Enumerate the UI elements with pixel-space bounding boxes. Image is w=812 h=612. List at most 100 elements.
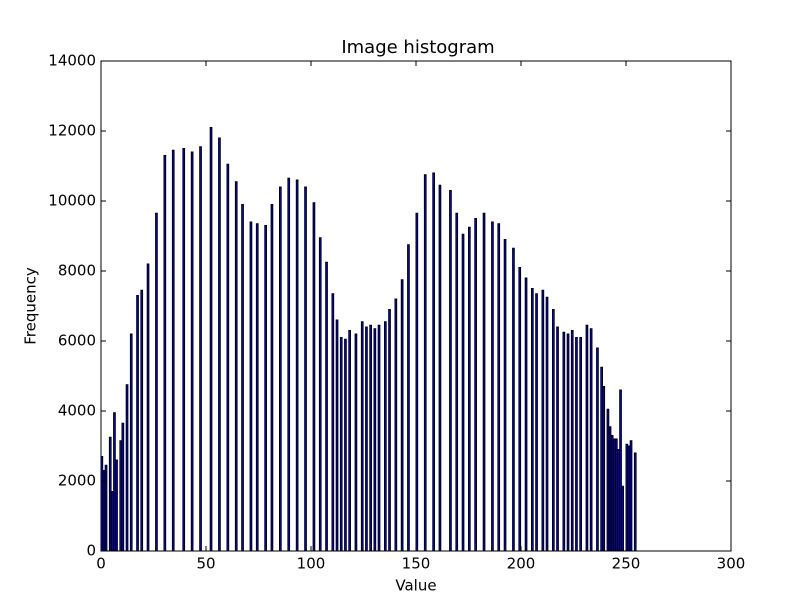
bar (449, 190, 452, 552)
bar (621, 485, 624, 552)
x-tick-label: 50 (196, 555, 215, 573)
bar (209, 127, 213, 552)
x-tick-label: 200 (507, 555, 536, 573)
bar (545, 296, 549, 552)
bar (113, 412, 116, 552)
bar (629, 440, 633, 552)
x-tick-label: 100 (297, 555, 326, 573)
bar (570, 330, 574, 552)
bar (115, 459, 118, 552)
bar (615, 438, 618, 552)
bar (562, 331, 566, 552)
bar (524, 277, 528, 552)
bar (468, 226, 471, 552)
bar (365, 326, 368, 552)
bar (585, 324, 589, 552)
bar (354, 333, 358, 552)
bar (541, 289, 545, 552)
bar (518, 267, 522, 552)
y-tick-label: 6000 (58, 332, 96, 350)
bar (331, 293, 335, 552)
bar (619, 389, 622, 552)
bar (625, 443, 629, 552)
bar (610, 435, 614, 552)
bar (482, 212, 486, 552)
bar (575, 337, 578, 552)
bar (249, 221, 253, 552)
bar (491, 221, 494, 552)
y-axis-label: Frequency (22, 267, 40, 345)
bar (400, 279, 404, 552)
bar (348, 330, 351, 552)
bar (255, 223, 259, 552)
y-tick-label: 14000 (48, 52, 96, 70)
bar (226, 163, 230, 552)
bar (531, 288, 534, 552)
bar (497, 223, 501, 552)
bar (612, 438, 616, 552)
bar (108, 436, 112, 552)
bar (617, 449, 620, 552)
x-tick-label: 300 (717, 555, 746, 573)
bar (388, 309, 391, 552)
bar (461, 233, 465, 552)
bar (503, 239, 507, 552)
bar (318, 237, 322, 552)
bar (182, 148, 186, 552)
bar (199, 146, 202, 552)
bar (407, 244, 410, 552)
y-tick-label: 2000 (58, 472, 96, 490)
y-tick-label: 12000 (48, 122, 96, 140)
bar (146, 263, 150, 552)
bar (566, 333, 570, 552)
bar (369, 324, 372, 552)
bar (111, 491, 114, 552)
bar (264, 225, 267, 552)
bar (304, 186, 307, 552)
bar (129, 333, 133, 552)
bar (344, 338, 347, 552)
bar (373, 328, 377, 552)
bar (104, 464, 108, 552)
bar (606, 408, 610, 552)
y-tick-label: 8000 (58, 262, 96, 280)
bar (190, 151, 194, 552)
bar (633, 452, 637, 552)
bar (455, 212, 459, 552)
bar (218, 137, 221, 552)
bar (241, 204, 244, 552)
bar (155, 212, 158, 552)
bar (119, 440, 123, 552)
bar (602, 386, 606, 552)
bar (279, 186, 282, 552)
bar (360, 321, 364, 552)
bar (136, 295, 139, 552)
bar (140, 289, 144, 552)
bar (234, 181, 238, 552)
bar (325, 261, 328, 552)
bar (171, 149, 175, 552)
bar (627, 445, 631, 552)
x-tick-label: 250 (612, 555, 641, 573)
bar (125, 384, 129, 552)
bar (295, 179, 299, 552)
bar (121, 422, 125, 552)
x-tick-label: 0 (96, 555, 106, 573)
bar (163, 155, 167, 552)
x-axis-label: Value (395, 577, 436, 595)
bar (512, 247, 515, 552)
bar (589, 328, 593, 552)
bar (608, 426, 612, 552)
y-tick-label: 0 (86, 542, 96, 560)
bar (312, 202, 316, 552)
bar (535, 293, 538, 552)
bar (432, 172, 435, 552)
bar (270, 204, 274, 552)
y-tick-label: 10000 (48, 192, 96, 210)
x-tick-label: 150 (402, 555, 431, 573)
bar (579, 337, 582, 552)
bar (394, 298, 398, 552)
bar (474, 218, 477, 552)
